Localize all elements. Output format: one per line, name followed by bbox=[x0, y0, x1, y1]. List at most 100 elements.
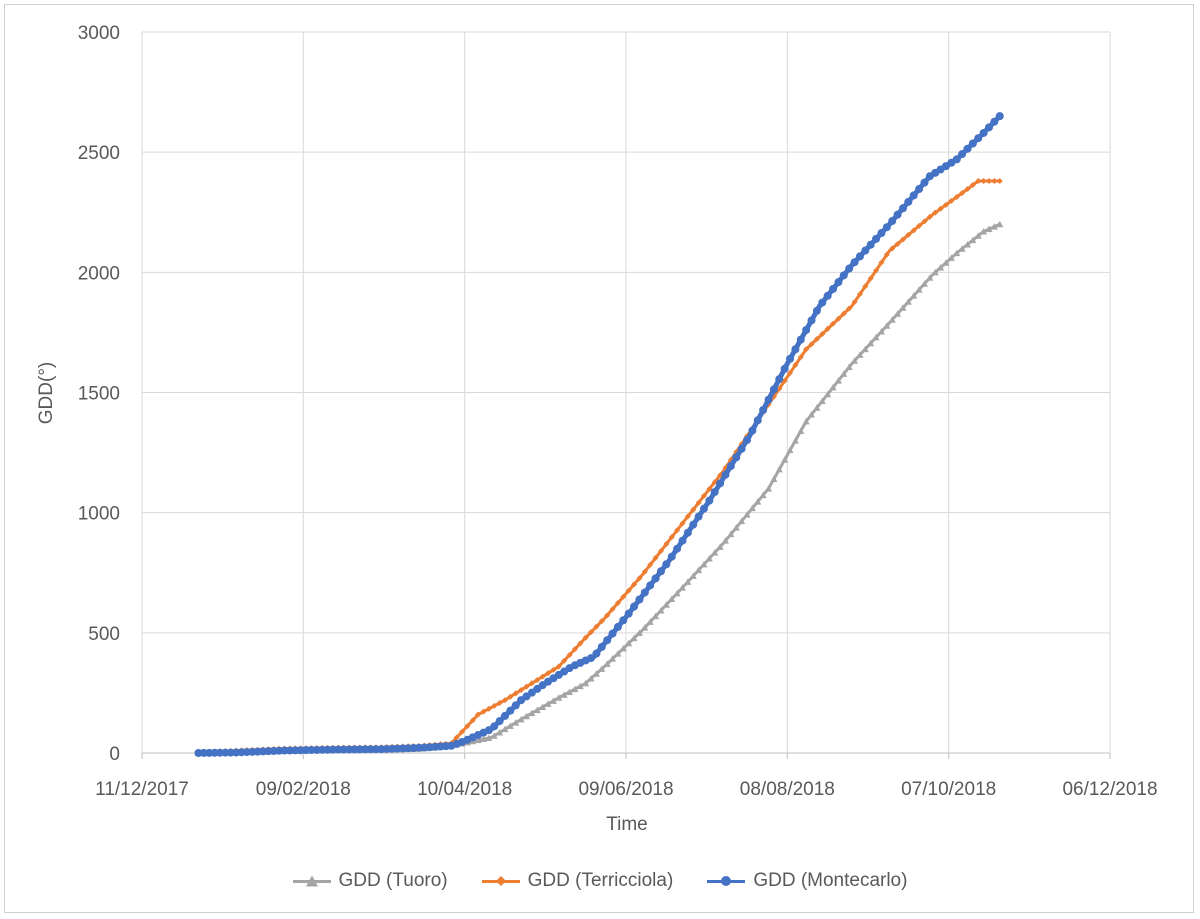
data-point bbox=[667, 552, 676, 561]
data-point bbox=[818, 298, 827, 307]
data-point bbox=[877, 229, 886, 238]
data-point bbox=[609, 606, 616, 613]
data-point bbox=[748, 504, 756, 512]
data-point bbox=[937, 205, 944, 212]
data-point bbox=[835, 315, 842, 322]
data-point bbox=[641, 624, 649, 631]
data-point bbox=[485, 734, 493, 741]
data-point bbox=[721, 537, 729, 544]
data-point bbox=[523, 712, 531, 720]
data-point bbox=[840, 310, 847, 317]
data-point bbox=[469, 717, 476, 724]
data-point bbox=[657, 547, 664, 554]
data-point bbox=[630, 634, 638, 642]
data-point bbox=[846, 305, 853, 312]
data-point bbox=[958, 245, 966, 252]
data-point bbox=[727, 530, 735, 538]
data-point bbox=[592, 649, 601, 658]
data-point bbox=[807, 316, 816, 325]
data-point bbox=[796, 335, 805, 344]
data-point bbox=[625, 639, 633, 647]
series-gdd-tuoro bbox=[194, 220, 1004, 756]
data-point bbox=[985, 225, 993, 233]
chart-frame bbox=[4, 4, 1194, 913]
data-point bbox=[964, 186, 971, 193]
data-point bbox=[974, 134, 983, 143]
data-point bbox=[550, 666, 557, 673]
data-point bbox=[647, 561, 654, 568]
data-point bbox=[716, 543, 724, 550]
data-point bbox=[985, 123, 993, 132]
data-point bbox=[512, 719, 520, 726]
data-point bbox=[620, 593, 627, 600]
data-point bbox=[991, 178, 998, 185]
data-point bbox=[651, 574, 660, 583]
data-point bbox=[597, 642, 606, 651]
data-point bbox=[593, 623, 600, 630]
data-point bbox=[630, 602, 639, 611]
data-point bbox=[802, 417, 810, 425]
data-point bbox=[587, 654, 596, 663]
data-point bbox=[765, 485, 773, 492]
data-point bbox=[678, 584, 686, 591]
data-point bbox=[458, 728, 465, 735]
data-point bbox=[980, 178, 987, 185]
data-point bbox=[947, 254, 955, 261]
data-point bbox=[501, 711, 509, 720]
data-point bbox=[877, 328, 885, 335]
data-point bbox=[787, 369, 794, 376]
data-point bbox=[953, 249, 961, 257]
data-point bbox=[986, 178, 992, 185]
x-tick-label: 09/02/2018 bbox=[256, 779, 351, 800]
data-point bbox=[625, 587, 632, 594]
data-point bbox=[613, 622, 622, 631]
x-tick-label: 10/04/2018 bbox=[417, 779, 512, 800]
data-point bbox=[533, 706, 541, 714]
data-point bbox=[813, 336, 820, 343]
diamond-marker-icon bbox=[481, 874, 520, 888]
data-point bbox=[737, 444, 746, 453]
data-point bbox=[506, 722, 514, 729]
data-point bbox=[506, 706, 515, 715]
data-point bbox=[889, 245, 896, 252]
series-line bbox=[198, 222, 1001, 755]
data-point bbox=[834, 377, 842, 384]
data-point bbox=[883, 322, 891, 329]
data-point bbox=[690, 506, 697, 513]
data-point bbox=[674, 527, 681, 534]
series-lines bbox=[194, 112, 1004, 757]
data-point bbox=[905, 231, 912, 238]
data-point bbox=[636, 575, 643, 582]
data-point bbox=[571, 685, 579, 693]
data-point bbox=[496, 700, 503, 707]
data-point bbox=[695, 566, 703, 574]
data-point bbox=[571, 646, 578, 653]
data-point bbox=[904, 298, 912, 305]
data-point bbox=[754, 498, 762, 505]
data-point bbox=[759, 491, 767, 499]
data-point bbox=[861, 345, 869, 353]
legend-item-terricciola: GDD (Terricciola) bbox=[481, 870, 673, 892]
data-point bbox=[587, 674, 595, 682]
data-point bbox=[839, 271, 848, 280]
x-tick-label: 09/06/2018 bbox=[578, 779, 673, 800]
data-point bbox=[926, 274, 934, 281]
data-point bbox=[576, 682, 584, 690]
data-point bbox=[700, 560, 708, 568]
data-point bbox=[592, 670, 600, 677]
data-point bbox=[631, 581, 638, 588]
data-point bbox=[528, 680, 535, 687]
data-point bbox=[792, 362, 799, 369]
data-point bbox=[873, 267, 880, 274]
data-point bbox=[539, 703, 547, 710]
data-point bbox=[834, 278, 843, 287]
data-point bbox=[975, 178, 982, 185]
data-point bbox=[511, 701, 520, 710]
y-tick-label: 1000 bbox=[78, 504, 120, 525]
data-point bbox=[507, 693, 514, 700]
data-point bbox=[566, 688, 574, 695]
data-point bbox=[726, 462, 735, 471]
data-point bbox=[561, 657, 568, 664]
data-point bbox=[963, 144, 972, 153]
